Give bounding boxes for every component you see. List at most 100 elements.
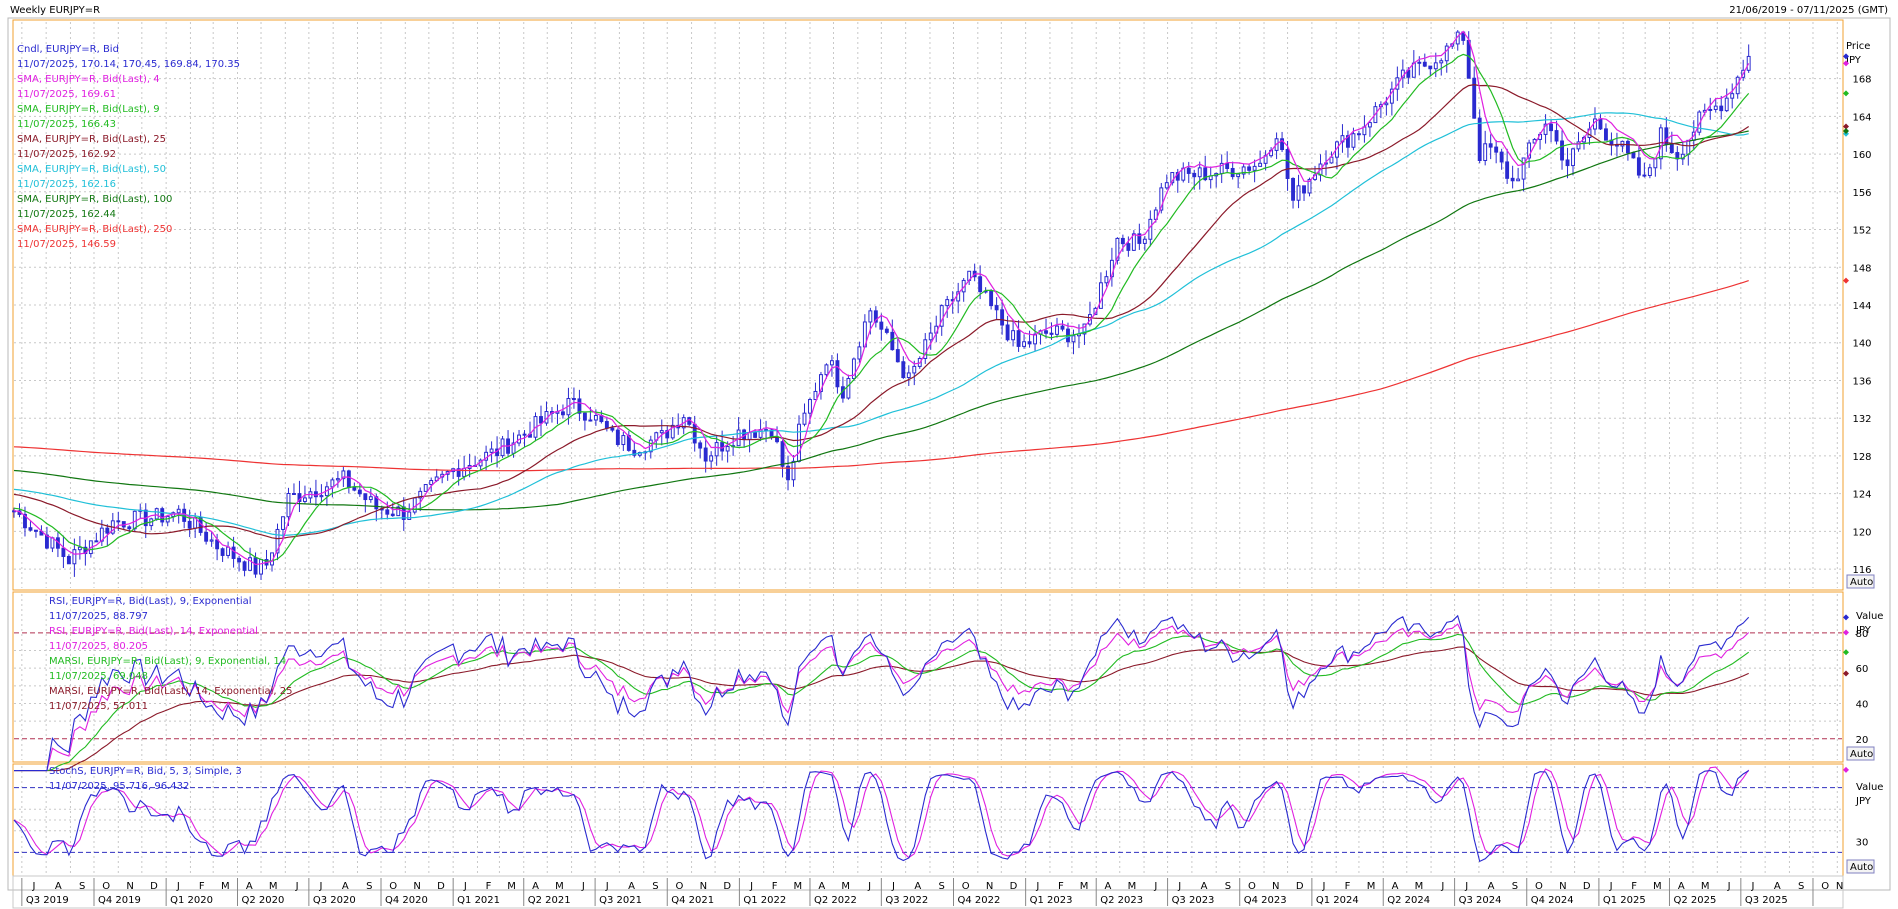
candle-body [319,495,324,498]
legend-label: SMA, EURJPY=R, Bid(Last), 100 [17,194,172,205]
month-label: J [1609,881,1613,892]
month-label: J [605,881,609,892]
month-label: J [1035,881,1039,892]
candle-body [659,430,664,434]
candle-body [989,290,994,307]
stoch-auto-button[interactable] [1846,859,1875,874]
last-value-marker [1843,60,1849,67]
candle-body [1417,61,1422,64]
legend-label: Cndl, EURJPY=R, Bid [17,44,119,55]
legend-value: 11/07/2025, 169.61 [17,89,116,100]
candle-body [1115,237,1120,261]
candle-body [522,433,527,436]
candle-body [1730,93,1735,99]
candle-body [1713,105,1718,110]
candle-body [1543,123,1548,135]
stoch-axis-unit: JPY [1855,796,1872,807]
candle-body [385,509,390,515]
candle-body [28,527,33,531]
candle-body [901,361,906,379]
candle-body [709,455,714,462]
candle-body [1247,166,1252,171]
month-label: J [176,881,180,892]
candle-body [1636,157,1641,176]
quarter-label: Q3 2025 [1745,895,1788,906]
stoch-panel-frame [12,763,1844,877]
candle-body [23,513,27,529]
last-value-marker [1843,670,1849,677]
legend-value: 11/07/2025, 80.205 [49,641,148,652]
candle-body [330,479,335,488]
rsi-lines [14,614,1750,772]
candle-body [1170,172,1175,184]
rsi-auto-label: Auto [1850,749,1873,760]
legend-value: 11/07/2025, 57.011 [49,701,148,712]
last-value-marker [1843,629,1849,636]
month-label: D [723,881,731,892]
candle-body [561,411,565,416]
quarter-label: Q1 2023 [1030,895,1073,906]
candle-body [802,412,807,425]
legend-label: StochS, EURJPY=R, Bid, 5, 3, Simple, 3 [49,766,242,777]
price-tick-label: 124 [1852,490,1871,501]
last-value-marker [1843,90,1849,97]
candle-body [1549,123,1553,132]
price-tick-label: 148 [1852,263,1871,274]
quarter-label: Q2 2025 [1673,895,1716,906]
candle-body [582,412,587,421]
candle-body [1142,238,1147,244]
candle-body [1197,167,1202,178]
month-label: J [1464,881,1468,892]
candle-body [50,537,55,549]
candle-body [462,467,467,477]
month-label: F [1345,881,1351,892]
legend-label: RSI, EURJPY=R, Bid(Last), 9, Exponential [49,596,252,607]
candle-body [797,423,801,462]
legend-label: MARSI, EURJPY=R, Bid(Last), 14, Exponent… [49,686,293,697]
month-label: O [102,881,110,892]
candle-body [215,539,220,550]
candle-body [1356,133,1361,136]
candle-body [132,510,137,530]
candle-body [632,449,637,456]
candle-body [873,310,878,323]
candle-body [588,419,593,422]
price-auto-button[interactable] [1846,574,1875,589]
chart-title: Weekly EURJPY=R [10,5,100,16]
legend-value: 11/07/2025, 162.44 [17,209,116,220]
month-label: A [342,881,349,892]
candle-body [396,506,401,517]
candle-body [1225,162,1230,169]
month-label: S [1798,881,1804,892]
candle-body [489,448,494,453]
candle-body [61,547,66,557]
rsi-auto-button[interactable] [1846,746,1875,761]
candle-body [1060,325,1065,330]
quarter-label: Q4 2021 [671,895,714,906]
month-label: M [841,881,850,892]
month-label: N [1559,881,1566,892]
month-label: J [32,881,36,892]
candle-body [1422,61,1427,67]
candle-body [846,378,851,399]
candle-body [945,299,950,307]
candle-body [1746,55,1751,71]
candle-body [1164,182,1169,189]
candle-body [621,435,626,446]
quarter-label: Q3 2024 [1459,895,1502,906]
quarter-label: Q2 2024 [1387,895,1430,906]
month-label: D [150,881,158,892]
candle-body [791,460,796,481]
candle-body [154,508,159,520]
candle-body [341,470,346,480]
candle-body [335,478,340,481]
candle-body [1620,140,1625,147]
price-axis-label: Price [1846,41,1870,52]
candle-body [923,339,928,359]
x-axis-frame [12,875,1844,909]
candle-body [1126,243,1131,251]
month-label: O [1821,881,1829,892]
month-label: S [366,881,372,892]
candle-body [1033,333,1037,345]
candle-body [1055,325,1059,335]
